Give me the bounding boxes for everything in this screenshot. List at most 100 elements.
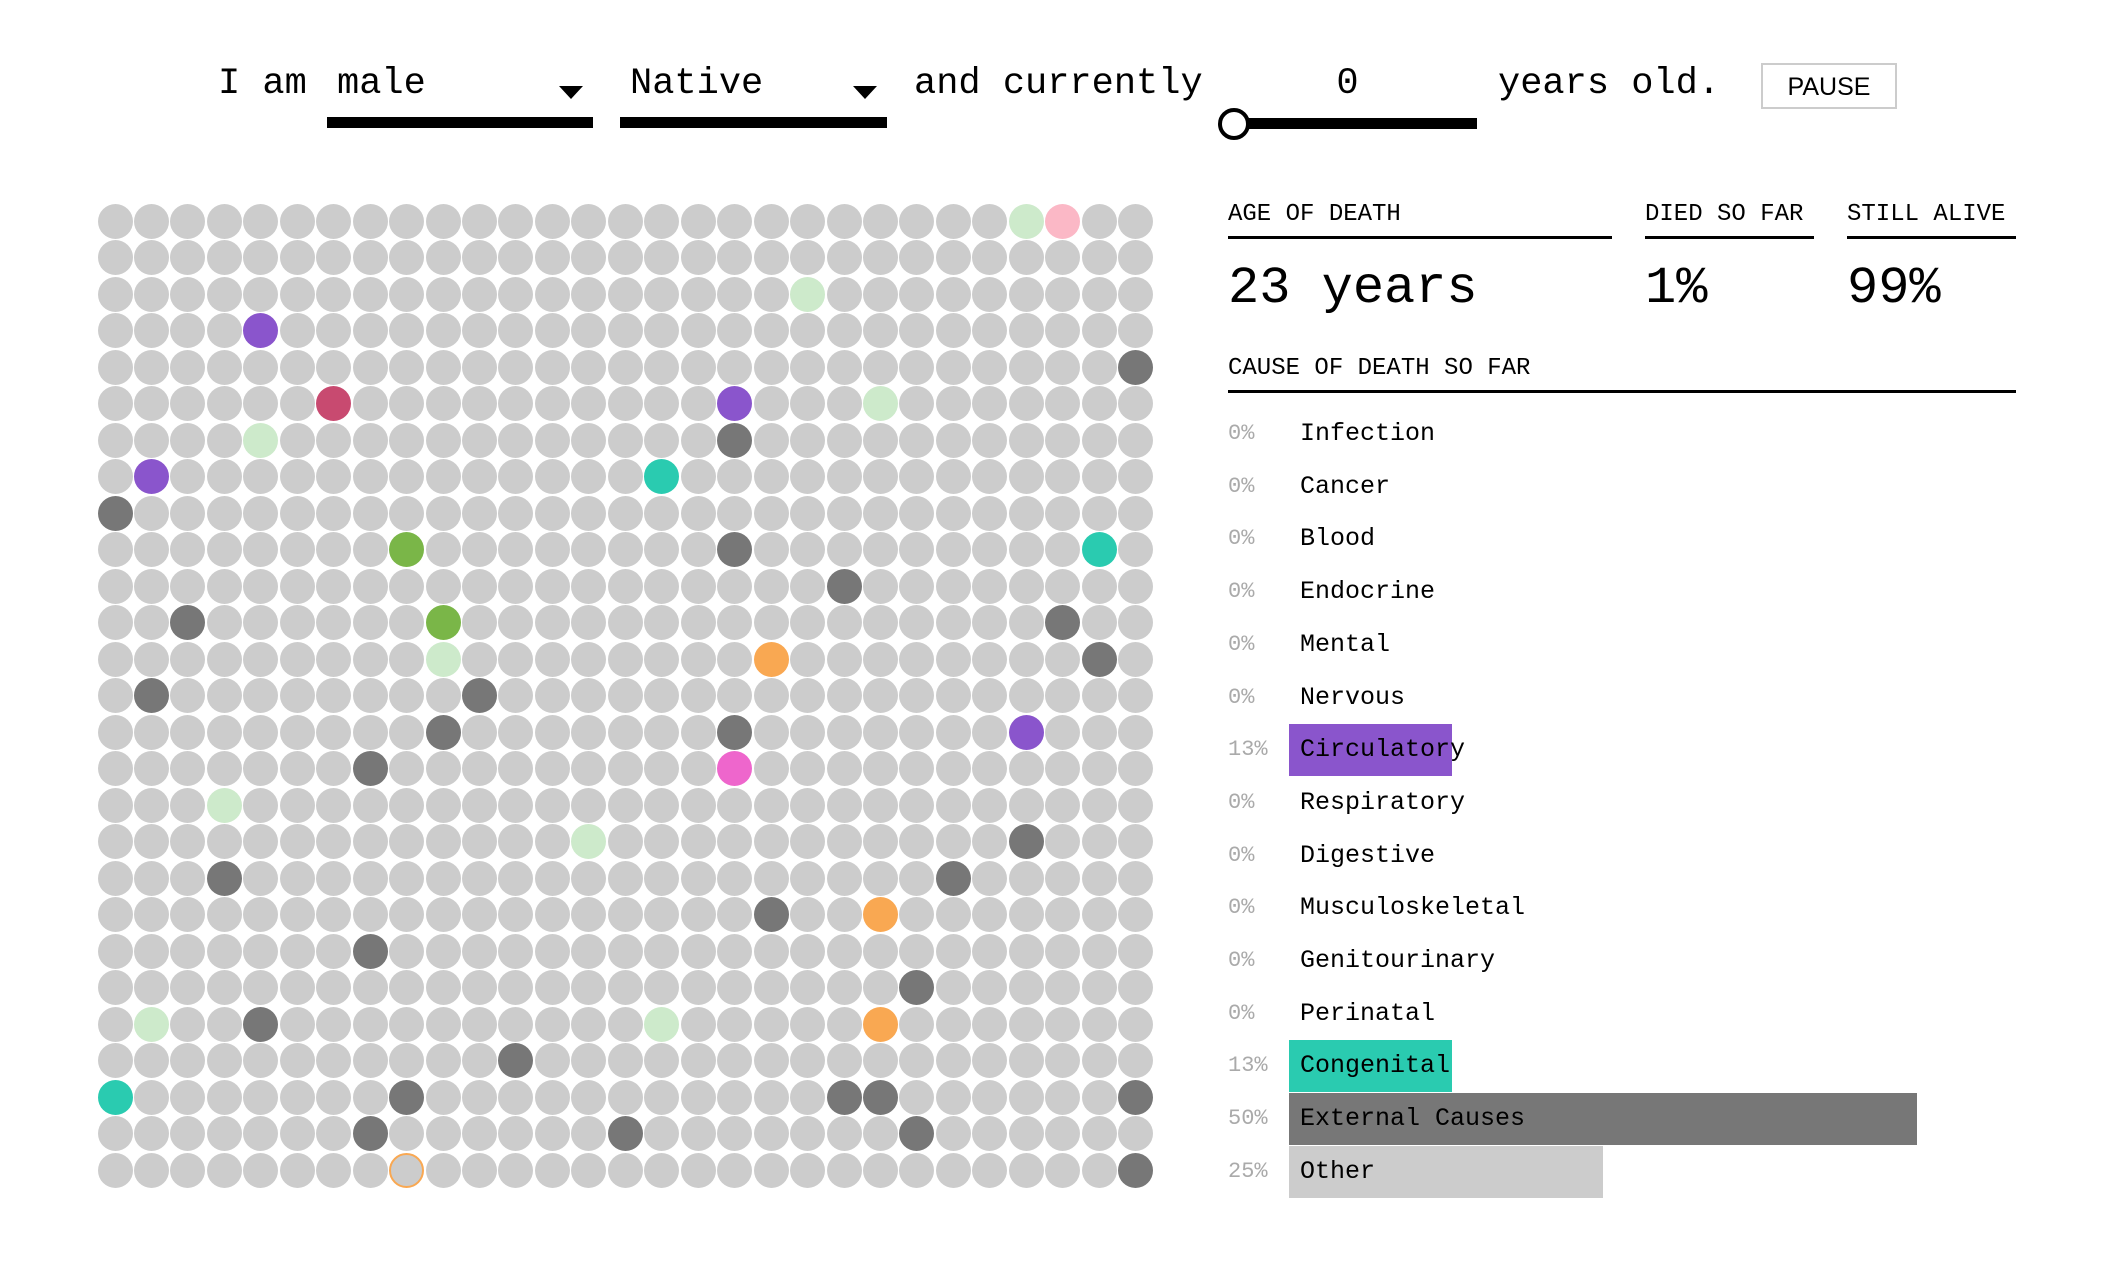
race-select-value: Native [630,63,764,105]
person-dot [97,714,133,750]
person-dot [206,240,242,275]
person-dot [170,1152,206,1188]
person-dot [1008,313,1044,348]
person-dot [425,203,461,239]
person-dot [680,1006,716,1042]
person-dot [462,1152,497,1188]
person-dot [243,714,279,750]
person-dot [316,1006,352,1042]
person-dot [97,203,133,239]
person-dot [534,970,570,1005]
person-dot [1008,422,1044,458]
person-dot [1045,459,1081,494]
person-dot [352,1079,388,1115]
person-dot [862,641,898,677]
person-dot [571,422,607,458]
cause-bar [1289,1040,1453,1093]
person-dot [717,1043,753,1078]
person-dot [571,1043,607,1078]
person-dot [571,933,607,969]
person-dot [1081,824,1117,859]
cause-percent: 0% [1228,421,1255,446]
person-dot [243,349,279,385]
person-dot [717,824,753,859]
person-dot [935,1116,971,1151]
person-dot [133,714,169,750]
person-dot [862,459,898,494]
intro-text: I am [218,63,307,105]
person-dot [352,313,388,348]
slider-track[interactable] [1234,118,1477,129]
person-dot [680,641,716,677]
person-dot [462,386,497,421]
person-dot [206,349,242,385]
person-dot [425,824,461,859]
person-dot [170,240,206,275]
person-dot [206,386,242,421]
person-dot [389,751,425,786]
person-dot [607,1152,643,1188]
person-dot [753,568,789,604]
pause-button[interactable]: PAUSE [1761,63,1897,109]
cause-percent: 50% [1228,1106,1268,1132]
person-dot [717,860,753,896]
person-dot [389,1152,425,1188]
person-dot [1118,1116,1154,1151]
cause-bar [1289,1093,1917,1146]
person-dot [133,897,169,932]
cause-percent: 0% [1228,789,1255,815]
person-dot [571,1152,607,1188]
person-dot [97,605,133,640]
person-dot [826,605,862,640]
person-dot [534,422,570,458]
person-dot [972,824,1008,859]
person-dot [462,240,497,275]
person-dot [206,714,242,750]
person-dot [862,787,898,823]
person-dot [498,641,534,677]
person-dot [97,459,133,494]
person-dot [534,386,570,421]
person-dot [462,459,497,494]
person-dot-deceased [352,933,388,969]
person-dot [790,349,826,385]
person-dot [133,1152,169,1188]
person-dot [1045,787,1081,823]
age-slider[interactable]: 0 [1218,58,1477,140]
person-dot [389,1043,425,1078]
person-dot-deceased [571,824,607,859]
person-dot [753,203,789,239]
person-dot [279,386,315,421]
age-of-death-label: AGE OF DEATH [1228,200,1612,239]
person-dot [425,678,461,713]
person-dot [1118,568,1154,604]
person-dot-deceased [862,1006,898,1042]
person-dot [534,751,570,786]
person-dot [170,532,206,567]
slider-handle[interactable] [1218,108,1250,140]
person-dot [170,970,206,1005]
person-dot [389,422,425,458]
person-dot [316,787,352,823]
person-dot [316,203,352,239]
race-select[interactable]: Native [620,58,887,128]
person-dot [1008,276,1044,312]
person-dot [826,1043,862,1078]
person-dot [279,276,315,312]
person-dot [862,970,898,1005]
still-alive-value: 99% [1847,259,1941,318]
person-dot [790,714,826,750]
person-dot [644,495,680,531]
person-dot [1118,1043,1154,1078]
person-dot [243,824,279,859]
person-dot [753,422,789,458]
person-dot [1045,495,1081,531]
person-dot [790,1006,826,1042]
person-dot [1045,1006,1081,1042]
person-dot [644,1043,680,1078]
cause-label: Digestive [1300,840,1436,870]
person-dot [1118,495,1154,531]
sex-select[interactable]: male [327,58,593,128]
person-dot [680,313,716,348]
person-dot [279,824,315,859]
